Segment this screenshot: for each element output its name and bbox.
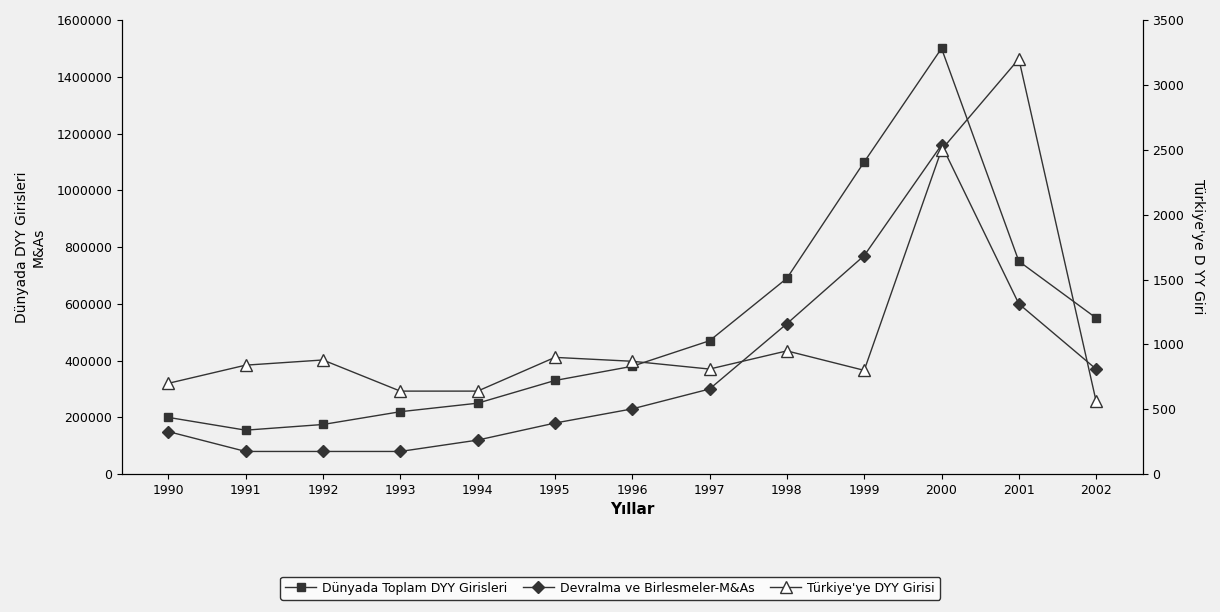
- Legend: Dünyada Toplam DYY Girisleri, Devralma ve Birlesmeler-M&As, Türkiye'ye DYY Giris: Dünyada Toplam DYY Girisleri, Devralma v…: [281, 577, 939, 600]
- Türkiye'ye DYY Girisi: [625, 357, 639, 365]
- Dünyada Toplam DYY Girisleri: [161, 414, 176, 421]
- Devralma ve Birlesmeler-M&As: [548, 419, 562, 427]
- Türkiye'ye DYY Girisi: [1089, 398, 1104, 405]
- Dünyada Toplam DYY Girisleri: [1011, 258, 1026, 265]
- Türkiye'ye DYY Girisi: [316, 356, 331, 364]
- Devralma ve Birlesmeler-M&As: [1011, 300, 1026, 307]
- Dünyada Toplam DYY Girisleri: [1089, 315, 1104, 322]
- Dünyada Toplam DYY Girisleri: [238, 427, 253, 434]
- Türkiye'ye DYY Girisi: [470, 387, 484, 395]
- Dünyada Toplam DYY Girisleri: [316, 421, 331, 428]
- Dünyada Toplam DYY Girisleri: [393, 408, 407, 416]
- Line: Türkiye'ye DYY Girisi: Türkiye'ye DYY Girisi: [162, 53, 1102, 407]
- Devralma ve Birlesmeler-M&As: [393, 448, 407, 455]
- Dünyada Toplam DYY Girisleri: [625, 363, 639, 370]
- Devralma ve Birlesmeler-M&As: [625, 405, 639, 412]
- Y-axis label: Dünyada DYY Girisleri
M&As: Dünyada DYY Girisleri M&As: [15, 171, 45, 323]
- Türkiye'ye DYY Girisi: [1011, 55, 1026, 62]
- Line: Dünyada Toplam DYY Girisleri: Dünyada Toplam DYY Girisleri: [165, 44, 1100, 435]
- Türkiye'ye DYY Girisi: [161, 379, 176, 387]
- Türkiye'ye DYY Girisi: [780, 347, 794, 354]
- Devralma ve Birlesmeler-M&As: [1089, 365, 1104, 373]
- Devralma ve Birlesmeler-M&As: [935, 141, 949, 149]
- Devralma ve Birlesmeler-M&As: [316, 448, 331, 455]
- Türkiye'ye DYY Girisi: [548, 354, 562, 361]
- Dünyada Toplam DYY Girisleri: [703, 337, 717, 345]
- Devralma ve Birlesmeler-M&As: [470, 436, 484, 444]
- Line: Devralma ve Birlesmeler-M&As: Devralma ve Birlesmeler-M&As: [165, 141, 1100, 455]
- Devralma ve Birlesmeler-M&As: [703, 386, 717, 393]
- Dünyada Toplam DYY Girisleri: [780, 275, 794, 282]
- Devralma ve Birlesmeler-M&As: [780, 320, 794, 327]
- Dünyada Toplam DYY Girisleri: [470, 400, 484, 407]
- Türkiye'ye DYY Girisi: [935, 146, 949, 154]
- X-axis label: Yıllar: Yıllar: [610, 502, 654, 517]
- Dünyada Toplam DYY Girisleri: [856, 159, 871, 166]
- Y-axis label: Türkiye'ye D YY Giri: Türkiye'ye D YY Giri: [1191, 179, 1205, 315]
- Dünyada Toplam DYY Girisleri: [935, 45, 949, 52]
- Devralma ve Birlesmeler-M&As: [856, 252, 871, 259]
- Türkiye'ye DYY Girisi: [703, 365, 717, 373]
- Devralma ve Birlesmeler-M&As: [161, 428, 176, 435]
- Devralma ve Birlesmeler-M&As: [238, 448, 253, 455]
- Türkiye'ye DYY Girisi: [856, 367, 871, 374]
- Türkiye'ye DYY Girisi: [238, 362, 253, 369]
- Dünyada Toplam DYY Girisleri: [548, 377, 562, 384]
- Türkiye'ye DYY Girisi: [393, 387, 407, 395]
